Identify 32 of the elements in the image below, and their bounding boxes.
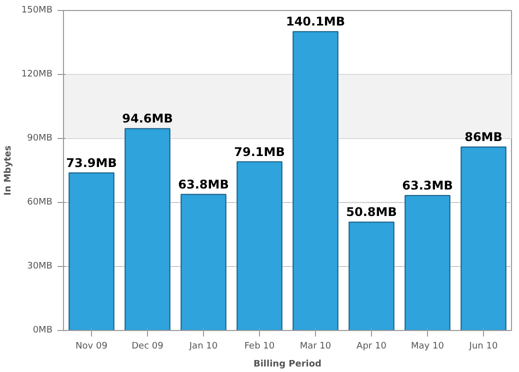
y-tick-label: 90MB xyxy=(27,134,53,144)
bar xyxy=(180,194,226,330)
x-axis-title: Billing Period xyxy=(253,360,322,370)
x-tick-label: Jan 10 xyxy=(188,342,218,352)
y-tick-label: 120MB xyxy=(21,70,53,80)
y-tick-label: 150MB xyxy=(21,6,53,16)
x-tick-label: Feb 10 xyxy=(244,342,275,352)
data-label: 86MB xyxy=(464,130,502,144)
bar xyxy=(460,146,506,330)
data-label: 63.3MB xyxy=(402,178,453,192)
data-label: 50.8MB xyxy=(346,205,397,220)
data-label: 79.1MB xyxy=(234,144,285,159)
y-tick-label: 30MB xyxy=(27,262,53,272)
y-tick-label: 0MB xyxy=(32,326,53,336)
data-label: 73.9MB xyxy=(66,156,117,170)
bar xyxy=(404,194,450,330)
bar xyxy=(124,128,170,330)
data-label: 94.6MB xyxy=(122,112,173,126)
bar xyxy=(236,161,282,330)
x-tick-label: Dec 09 xyxy=(132,342,164,352)
bar xyxy=(348,222,394,330)
x-tick-label: Mar 10 xyxy=(300,342,332,352)
data-label: 63.8MB xyxy=(178,177,229,192)
y-axis-title: In Mbytes xyxy=(3,146,14,196)
x-tick-label: Nov 09 xyxy=(76,342,108,352)
bar xyxy=(292,31,338,330)
y-tick-label: 60MB xyxy=(27,198,53,208)
bar xyxy=(68,172,114,330)
x-tick-label: May 10 xyxy=(411,342,444,352)
x-tick-label: Apr 10 xyxy=(356,342,387,352)
data-label: 140.1MB xyxy=(286,14,346,29)
x-tick-label: Jun 10 xyxy=(468,342,498,352)
